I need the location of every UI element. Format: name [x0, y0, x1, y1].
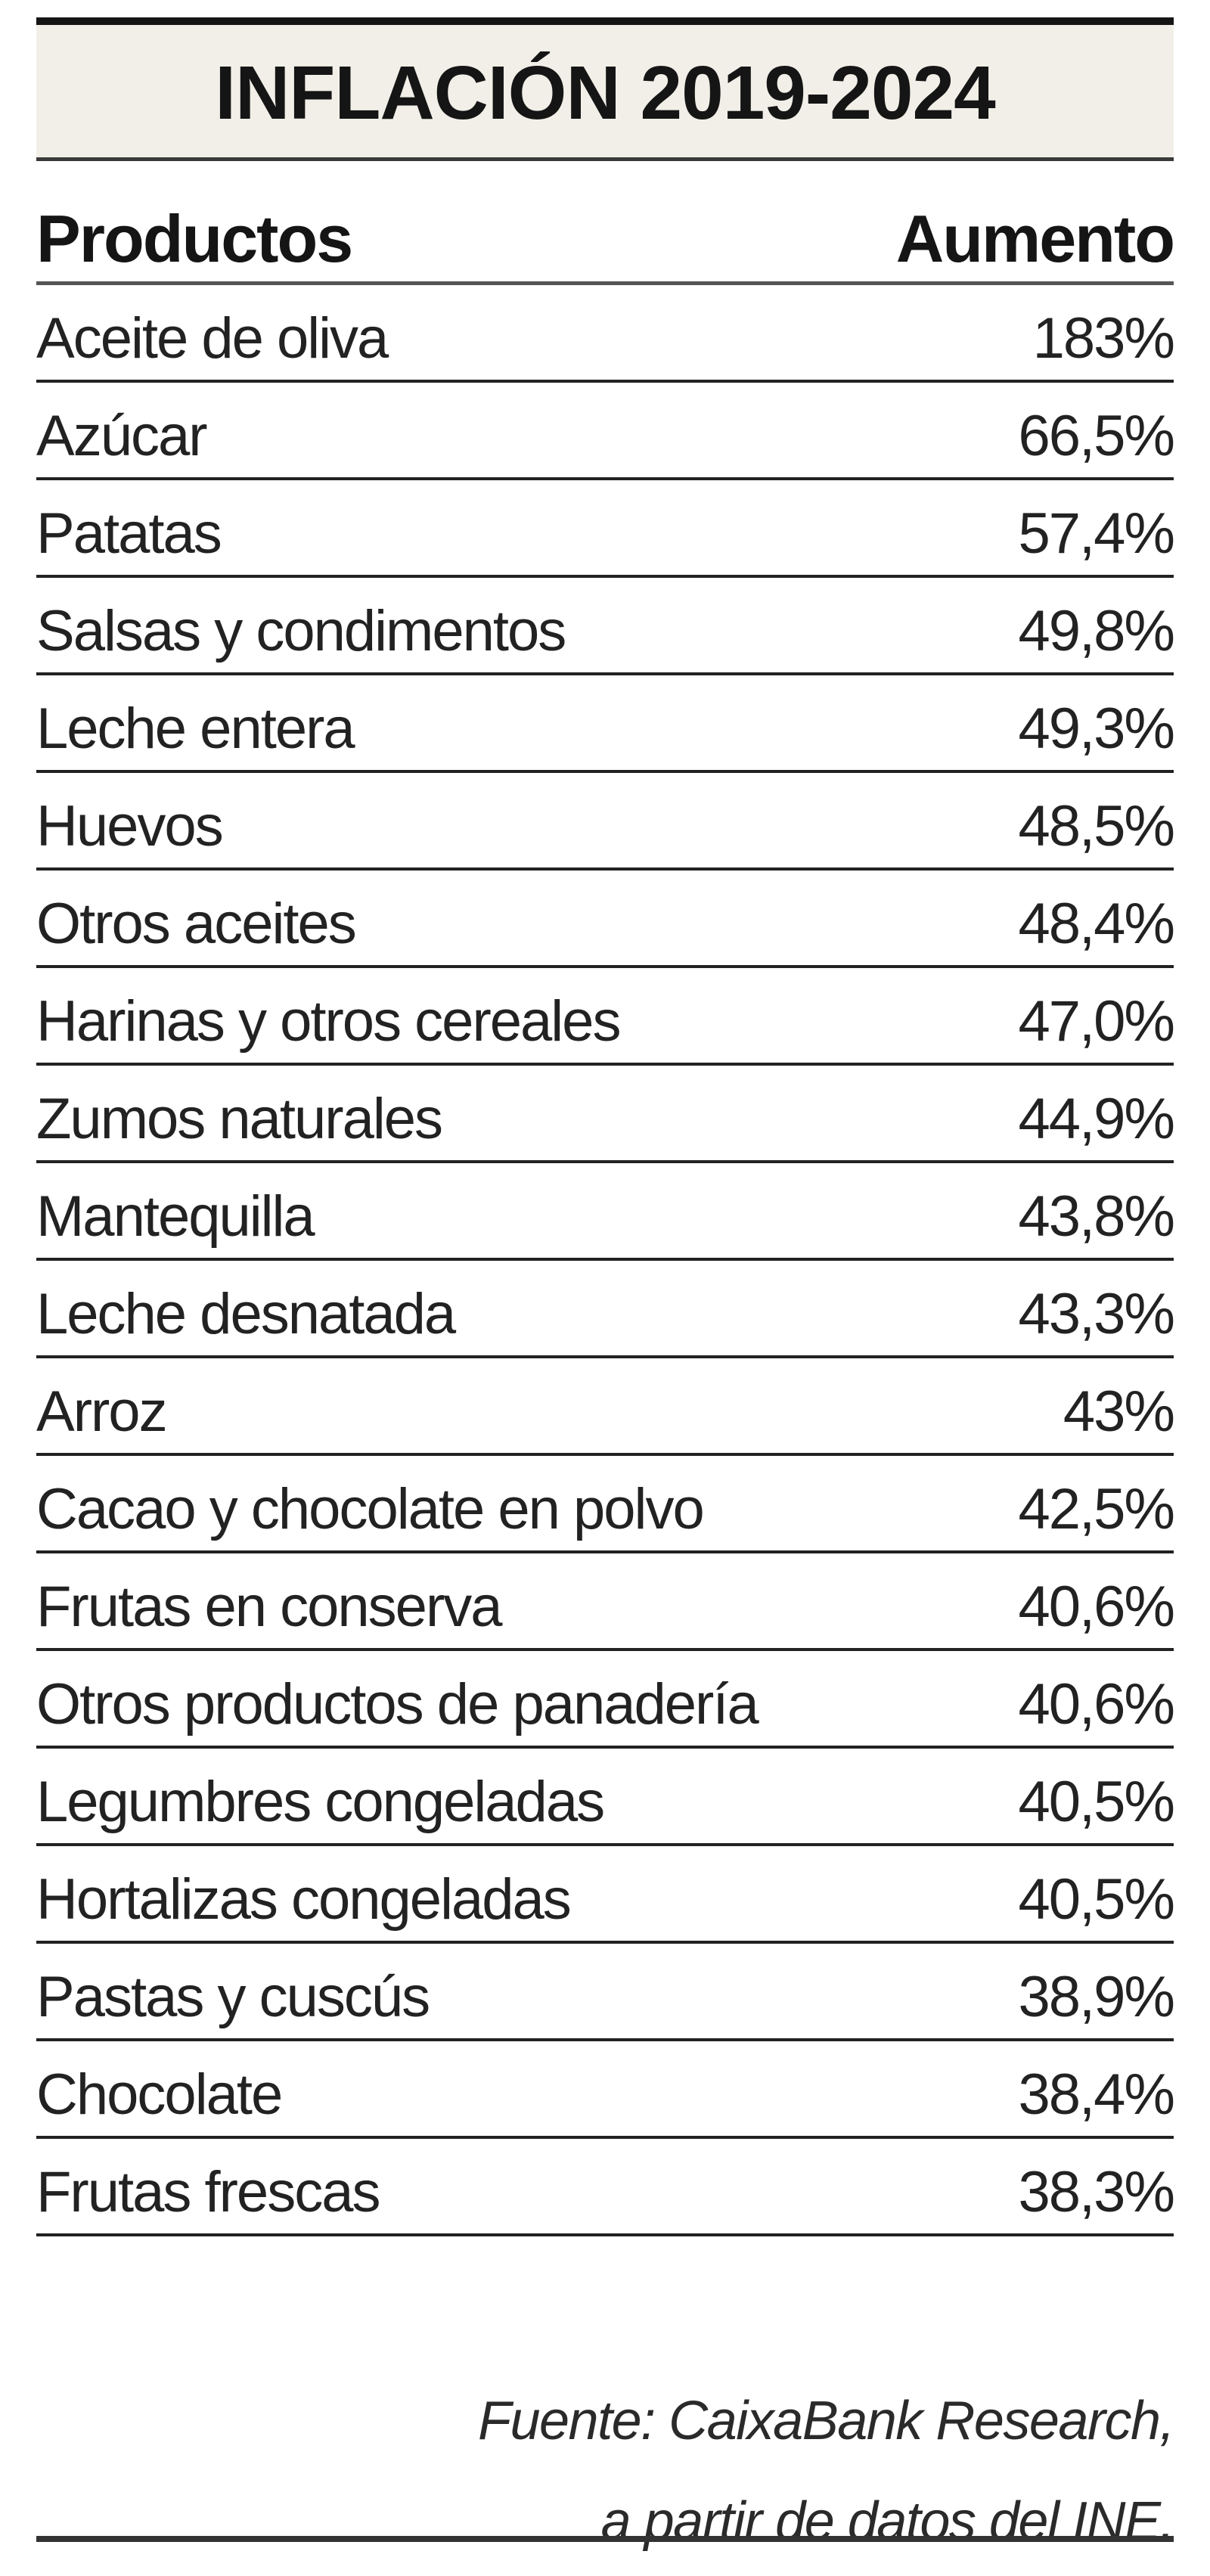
header-increase: Aumento — [895, 201, 1175, 276]
product-name: Otros productos de panadería — [36, 1672, 759, 1736]
increase-value: 40,5% — [1018, 1770, 1175, 1834]
table-row: Arroz 43% — [36, 1358, 1175, 1456]
table-row: Hortalizas congeladas 40,5% — [36, 1846, 1175, 1944]
product-name: Frutas en conserva — [36, 1575, 503, 1639]
increase-value: 43,3% — [1018, 1282, 1175, 1346]
table-row: Cacao y chocolate en polvo 42,5% — [36, 1456, 1175, 1553]
product-name: Leche entera — [36, 697, 355, 761]
product-name: Otros aceites — [36, 892, 357, 956]
product-name: Salsas y condimentos — [36, 599, 566, 663]
source-line-2: a partir de datos del INE. — [600, 2491, 1175, 2552]
table-row: Chocolate 38,4% — [36, 2041, 1175, 2139]
table-row: Aceite de oliva 183% — [36, 285, 1175, 383]
table-row: Pastas y cuscús 38,9% — [36, 1944, 1175, 2041]
table-body: Aceite de oliva 183% Azúcar 66,5% Patatas 57,… — [36, 285, 1175, 2236]
product-name: Chocolate — [36, 2062, 283, 2127]
product-name: Cacao y chocolate en polvo — [36, 1477, 705, 1541]
increase-value: 48,5% — [1018, 794, 1175, 858]
increase-value: 40,6% — [1018, 1672, 1175, 1736]
product-name: Pastas y cuscús — [36, 1965, 430, 2029]
title-rule — [36, 157, 1174, 161]
title-band: INFLACIÓN 2019-2024 — [36, 25, 1174, 157]
table-row: Patatas 57,4% — [36, 480, 1175, 578]
top-rule — [36, 17, 1174, 25]
table-header: Productos Aumento — [36, 197, 1175, 285]
product-name: Aceite de oliva — [36, 306, 389, 371]
increase-value: 48,4% — [1018, 892, 1175, 956]
bottom-rule — [36, 2536, 1174, 2542]
increase-value: 49,3% — [1018, 697, 1175, 761]
table-row: Otros productos de panadería 40,6% — [36, 1651, 1175, 1749]
table-row: Huevos 48,5% — [36, 773, 1175, 871]
increase-value: 40,6% — [1018, 1575, 1175, 1639]
product-name: Azúcar — [36, 404, 208, 468]
table-row: Azúcar 66,5% — [36, 383, 1175, 480]
increase-value: 183% — [1032, 306, 1175, 371]
product-name: Leche desnatada — [36, 1282, 456, 1346]
increase-value: 44,9% — [1018, 1087, 1175, 1151]
table-row: Frutas frescas 38,3% — [36, 2139, 1175, 2236]
increase-value: 43,8% — [1018, 1184, 1175, 1249]
increase-value: 66,5% — [1018, 404, 1175, 468]
product-name: Mantequilla — [36, 1184, 315, 1249]
product-name: Hortalizas congeladas — [36, 1867, 572, 1932]
increase-value: 38,4% — [1018, 2062, 1175, 2127]
table-row: Frutas en conserva 40,6% — [36, 1553, 1175, 1651]
product-name: Arroz — [36, 1380, 168, 1444]
table-row: Salsas y condimentos 49,8% — [36, 578, 1175, 675]
header-products: Productos — [36, 201, 353, 276]
table-row: Zumos naturales 44,9% — [36, 1066, 1175, 1163]
product-name: Patatas — [36, 501, 222, 566]
product-name: Zumos naturales — [36, 1087, 443, 1151]
increase-value: 40,5% — [1018, 1867, 1175, 1932]
table-row: Legumbres congeladas 40,5% — [36, 1749, 1175, 1846]
increase-value: 49,8% — [1018, 599, 1175, 663]
source-note: Fuente: CaixaBank Research, a partir de … — [477, 2371, 1175, 2572]
increase-value: 57,4% — [1018, 501, 1175, 566]
product-name: Huevos — [36, 794, 224, 858]
table-row: Mantequilla 43,8% — [36, 1163, 1175, 1261]
source-line-1: Fuente: CaixaBank Research, — [477, 2391, 1175, 2451]
product-name: Frutas frescas — [36, 2160, 380, 2224]
table-row: Harinas y otros cereales 47,0% — [36, 968, 1175, 1066]
table-title: INFLACIÓN 2019-2024 — [215, 51, 995, 135]
increase-value: 47,0% — [1018, 989, 1175, 1054]
increase-value: 38,9% — [1018, 1965, 1175, 2029]
increase-value: 43% — [1063, 1380, 1175, 1444]
table-row: Otros aceites 48,4% — [36, 871, 1175, 968]
table-row: Leche desnatada 43,3% — [36, 1261, 1175, 1358]
product-name: Legumbres congeladas — [36, 1770, 605, 1834]
product-name: Harinas y otros cereales — [36, 989, 621, 1054]
increase-value: 42,5% — [1018, 1477, 1175, 1541]
increase-value: 38,3% — [1018, 2160, 1175, 2224]
table-row: Leche entera 49,3% — [36, 675, 1175, 773]
